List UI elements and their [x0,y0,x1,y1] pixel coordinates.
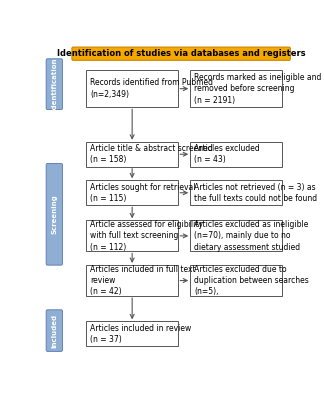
FancyBboxPatch shape [191,70,282,107]
FancyBboxPatch shape [46,164,63,265]
Text: Article title & abstract screened
(n = 158): Article title & abstract screened (n = 1… [90,144,213,164]
FancyBboxPatch shape [72,47,290,60]
Text: Articles included in review
(n = 37): Articles included in review (n = 37) [90,324,191,344]
FancyBboxPatch shape [86,70,178,107]
FancyBboxPatch shape [86,321,178,346]
FancyBboxPatch shape [46,310,63,351]
FancyBboxPatch shape [191,265,282,296]
Text: Records identified from Pubmed
(n=2,349): Records identified from Pubmed (n=2,349) [90,78,213,99]
Text: Screening: Screening [51,194,57,234]
Text: Articles sought for retrieval
(n = 115): Articles sought for retrieval (n = 115) [90,182,195,203]
Text: Articles not retrieved (n = 3) as
the full texts could not be found: Articles not retrieved (n = 3) as the fu… [194,182,317,203]
FancyBboxPatch shape [86,142,178,167]
FancyBboxPatch shape [46,59,63,110]
Text: Articles excluded as ineligible
(n=70), mainly due to no
dietary assessment stud: Articles excluded as ineligible (n=70), … [194,220,308,252]
Text: Articles included in full text
review
(n = 42): Articles included in full text review (n… [90,264,196,296]
FancyBboxPatch shape [86,220,178,252]
FancyBboxPatch shape [191,142,282,167]
FancyBboxPatch shape [191,180,282,205]
FancyBboxPatch shape [86,265,178,296]
Text: Articles excluded
(n = 43): Articles excluded (n = 43) [194,144,260,164]
Text: Included: Included [51,314,57,348]
FancyBboxPatch shape [191,220,282,252]
Text: Article assessed for eligibility
with full text screening
(n = 112): Article assessed for eligibility with fu… [90,220,203,252]
Text: Articles excluded due to
duplication between searches
(n=5),: Articles excluded due to duplication bet… [194,264,309,296]
FancyBboxPatch shape [86,180,178,205]
Text: Records marked as ineligible and
removed before screening
(n = 2191): Records marked as ineligible and removed… [194,73,321,105]
Text: Identification: Identification [51,58,57,111]
Text: Identification of studies via databases and registers: Identification of studies via databases … [57,49,306,58]
